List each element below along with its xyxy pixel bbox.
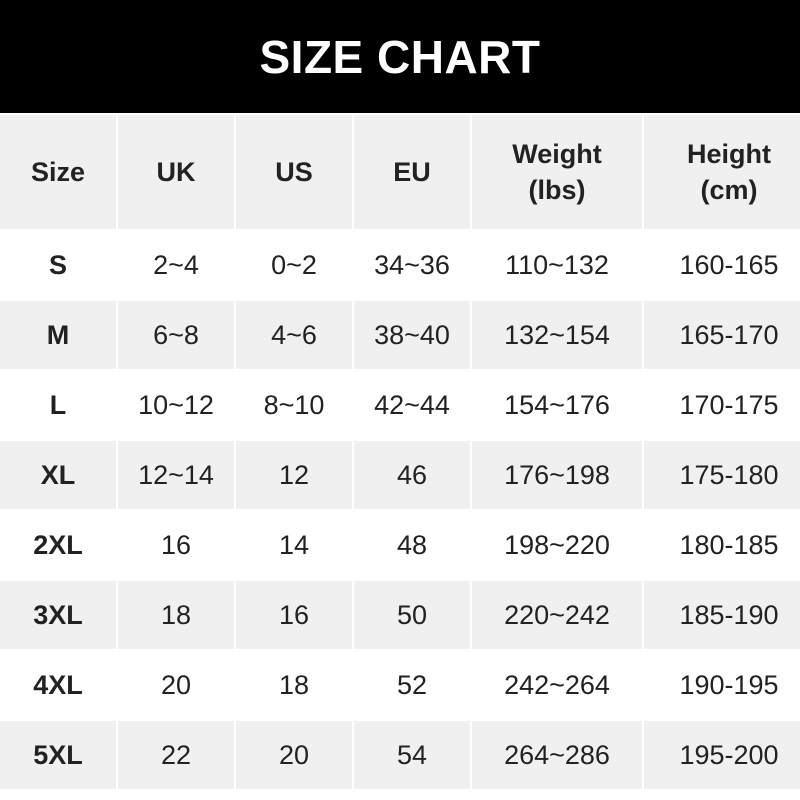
table-row: 2XL 16 14 48 198~220 180-185	[0, 511, 800, 579]
table-row: 4XL 20 18 52 242~264 190-195	[0, 651, 800, 719]
table-cell: 20	[236, 721, 352, 789]
table-cell: 195-200	[644, 721, 800, 789]
column-header-text: US	[275, 157, 313, 187]
table-cell: 12	[236, 441, 352, 509]
table-cell: 154~176	[504, 389, 610, 420]
table-row: XL 12~14 12 46 176~198 175-180	[0, 441, 800, 509]
table-cell: 22	[118, 721, 234, 789]
column-header: Weight (lbs)	[472, 115, 642, 229]
table-row: 5XL 22 20 54 264~286 195-200	[0, 721, 800, 789]
column-header-text: Size	[30, 157, 86, 187]
size-cell: 4XL	[33, 669, 83, 700]
column-header: Size	[0, 115, 116, 229]
column-header: US	[236, 115, 352, 229]
table-cell: 4~6	[236, 301, 352, 369]
table-cell: 48	[396, 529, 428, 560]
header-row: Size UK US EU Weight (lbs) Height (cm)	[0, 115, 800, 229]
column-header-text: Height	[687, 139, 771, 169]
table-cell: 14	[278, 529, 310, 560]
size-cell: M	[0, 301, 116, 369]
table-cell: 42~44	[374, 389, 450, 420]
size-cell: S	[48, 249, 67, 280]
table-cell: 52	[396, 669, 428, 700]
column-header-text: UK	[156, 157, 196, 187]
table-cell: 20	[160, 669, 192, 700]
table-cell: 50	[354, 581, 470, 649]
table-cell: 185-190	[644, 581, 800, 649]
column-header-text: (lbs)	[528, 175, 586, 205]
table-cell: 2~4	[153, 249, 199, 280]
table-cell: 12~14	[118, 441, 234, 509]
column-header-text: EU	[393, 157, 431, 187]
table-cell: 180-185	[679, 529, 779, 560]
table-cell: 175-180	[644, 441, 800, 509]
column-header: EU	[354, 115, 470, 229]
table-row: S 2~4 0~2 34~36 110~132 160-165	[0, 231, 800, 299]
table-cell: 10~12	[138, 389, 214, 420]
table-cell: 38~40	[354, 301, 470, 369]
table-cell: 264~286	[472, 721, 642, 789]
table-cell: 170-175	[679, 389, 779, 420]
size-cell: XL	[0, 441, 116, 509]
table-cell: 242~264	[504, 669, 610, 700]
table-cell: 190-195	[679, 669, 779, 700]
table-row: 3XL 18 16 50 220~242 185-190	[0, 581, 800, 649]
size-cell: 3XL	[0, 581, 116, 649]
column-header-text: (cm)	[700, 175, 758, 205]
table-row: M 6~8 4~6 38~40 132~154 165-170	[0, 301, 800, 369]
table-cell: 220~242	[472, 581, 642, 649]
table-cell: 198~220	[504, 529, 610, 560]
table-cell: 18	[278, 669, 310, 700]
table-cell: 6~8	[118, 301, 234, 369]
table-cell: 110~132	[505, 249, 609, 280]
table-cell: 0~2	[271, 249, 317, 280]
size-cell: 5XL	[0, 721, 116, 789]
table-cell: 34~36	[374, 249, 450, 280]
table-cell: 176~198	[472, 441, 642, 509]
column-header: Height (cm)	[644, 115, 800, 229]
table-cell: 160-165	[679, 249, 779, 280]
table-cell: 8~10	[263, 389, 325, 420]
table-cell: 16	[160, 529, 192, 560]
table-cell: 165-170	[644, 301, 800, 369]
column-header: UK	[118, 115, 234, 229]
table-cell: 54	[354, 721, 470, 789]
table-cell: 46	[354, 441, 470, 509]
table-cell: 16	[236, 581, 352, 649]
size-cell: L	[49, 389, 67, 420]
size-table: Size UK US EU Weight (lbs) Height (cm) S 2~4 0~2 3…	[0, 113, 800, 791]
table-row: L 10~12 8~10 42~44 154~176 170-175	[0, 371, 800, 439]
table-cell: 18	[118, 581, 234, 649]
page-title: SIZE CHART	[0, 0, 800, 113]
size-cell: 2XL	[33, 529, 83, 560]
column-header-text: Weight	[512, 139, 602, 169]
table-cell: 132~154	[472, 301, 642, 369]
